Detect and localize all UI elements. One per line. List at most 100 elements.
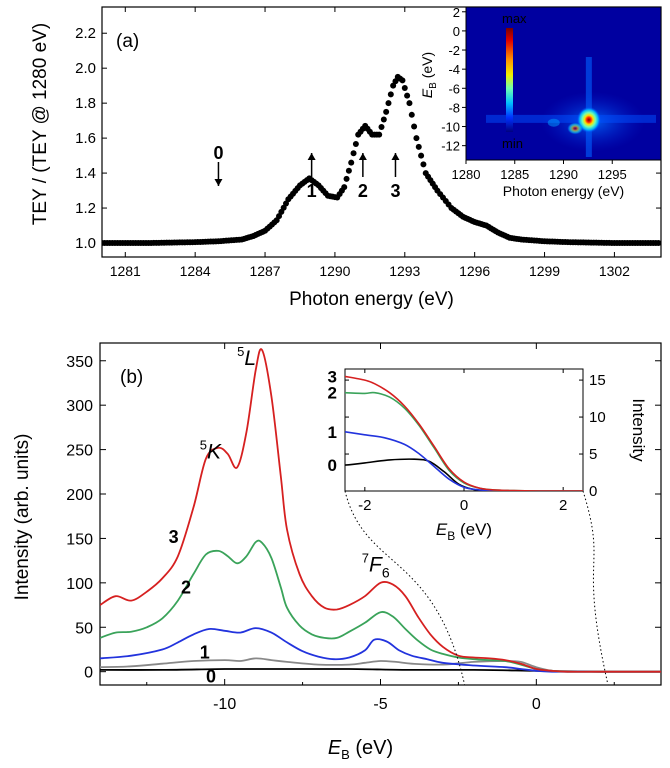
inset-curve-label: 1 (328, 423, 337, 442)
y-tick-label-b: 300 (66, 398, 93, 415)
heatmap-peak (576, 106, 601, 133)
x-tick-label-a: 1287 (249, 263, 280, 279)
term-annotation: 5L (237, 344, 256, 370)
y-axis-label-b: Intensity (arb. units) (12, 434, 33, 601)
heatmap-x-tick-label: 1290 (549, 167, 578, 182)
heatmap-features (486, 57, 656, 157)
inset-b-y-label: Intensity (629, 398, 648, 462)
data-point (408, 111, 415, 118)
inset-curve-label: 2 (328, 384, 337, 403)
colorbar-min-label: min (502, 136, 523, 151)
x-tick-label-a: 1281 (110, 263, 141, 279)
series-line-1 (100, 627, 661, 673)
heatmap-y-label-unit: (eV) (419, 52, 435, 82)
inset-heatmap: max min 1280 1285 1290 1295 2 0 -2 -4 -6 -8 -10 -12 Ph… (419, 5, 662, 199)
data-point (350, 150, 357, 157)
arrow-up-icon (358, 153, 367, 160)
inset-b-x-tick-label: -2 (358, 497, 371, 514)
x-tick-label-b: 0 (532, 696, 541, 713)
term-superscript: 7 (362, 550, 369, 565)
y-tick-label-a: 1.8 (75, 95, 96, 112)
arrow-annotation: 1 (307, 153, 317, 201)
data-point (387, 91, 394, 98)
panel-label-b: (b) (120, 367, 143, 388)
arrow-annotation: 2 (358, 153, 368, 201)
y-tick-label-b: 50 (75, 620, 93, 637)
data-point (413, 135, 420, 142)
heatmap-y-tick-label: -4 (448, 62, 460, 77)
x-tick-label-a: 1284 (180, 263, 211, 279)
zoom-guide-left (344, 490, 466, 686)
term-letter: L (244, 347, 256, 370)
data-point (399, 77, 406, 84)
inset-b-y-tick-label: 0 (589, 483, 597, 500)
y-tick-label-b: 200 (66, 487, 93, 504)
curve-label: 0 (206, 666, 216, 686)
x-tick-label-a: 1290 (319, 263, 350, 279)
inset-b-x-tick-label: 2 (559, 497, 567, 514)
inset-b-y-tick-label: 5 (589, 446, 597, 463)
data-point (415, 143, 422, 150)
heatmap-x-tick-label: 1295 (598, 167, 627, 182)
data-point (406, 100, 413, 107)
zoom-guide-right (582, 490, 609, 686)
heatmap-peak-3 (547, 118, 560, 127)
heatmap-y-tick-label: -2 (448, 43, 460, 58)
x-axis-label-b-sub: B (341, 747, 350, 762)
x-tick-label-b: -10 (213, 696, 236, 713)
curve-label: 3 (169, 527, 179, 547)
panel-a: 1281 1284 1287 1290 1293 1296 1299 13021.01.21.… (30, 5, 662, 310)
arrow-down-icon (214, 179, 223, 186)
marker-label: 3 (390, 181, 400, 201)
heatmap-y-tick-label: 2 (453, 5, 460, 20)
data-point (341, 184, 348, 191)
heatmap-band (486, 114, 656, 123)
data-point (376, 131, 383, 138)
data-point (352, 140, 359, 147)
x-tick-label-a: 1302 (599, 263, 630, 279)
y-tick-label-a: 1.2 (75, 200, 96, 217)
data-point (343, 175, 350, 182)
inset-b-x-label-unit: (eV) (455, 520, 492, 539)
panel-label-a: (a) (116, 31, 139, 52)
y-tick-label-b: 250 (66, 443, 93, 460)
series-line-3 (100, 348, 661, 673)
term-subscript: 6 (382, 564, 390, 580)
inset-b-curves (345, 375, 583, 491)
curves-b (100, 348, 661, 673)
x-tick-label-b: -5 (373, 696, 387, 713)
x-tick-label-a: 1296 (459, 263, 490, 279)
tey-series (102, 73, 661, 247)
term-superscript: 5 (200, 437, 207, 452)
heatmap-y-tick-label: -10 (441, 120, 460, 135)
data-point (401, 85, 408, 92)
y-axis-label-a: TEY / (TEY @ 1280 eV) (30, 23, 51, 225)
term-letter: K (207, 440, 222, 463)
heatmap-peak-2 (567, 122, 584, 135)
curve-label: 1 (200, 642, 210, 662)
heatmap-y-label: EB (eV) (419, 52, 439, 98)
data-point (420, 161, 427, 168)
inset-b-y-tick-label: 15 (589, 372, 606, 389)
heatmap-y-tick-label: -8 (448, 100, 460, 115)
term-annotation: 7F6 (362, 550, 390, 580)
heatmap-y-label-var: E (419, 88, 435, 98)
inset-b-x-tick-label: 0 (460, 497, 468, 514)
y-tick-label-a: 1.6 (75, 130, 96, 147)
y-tick-label-b: 150 (66, 531, 93, 548)
data-point (655, 240, 661, 247)
curve-label: 2 (181, 578, 191, 598)
heatmap-x-label: Photon energy (eV) (503, 183, 624, 199)
heatmap-x-tick-label: 1285 (500, 167, 529, 182)
inset-series-line-3 (345, 375, 583, 491)
data-point (380, 116, 387, 123)
inset-b-x-label-sub: B (447, 529, 455, 543)
inset-series-line-1 (345, 431, 583, 491)
marker-label: 2 (358, 181, 368, 201)
data-point (385, 100, 392, 107)
data-point (404, 92, 411, 99)
arrow-up-icon (307, 153, 316, 160)
